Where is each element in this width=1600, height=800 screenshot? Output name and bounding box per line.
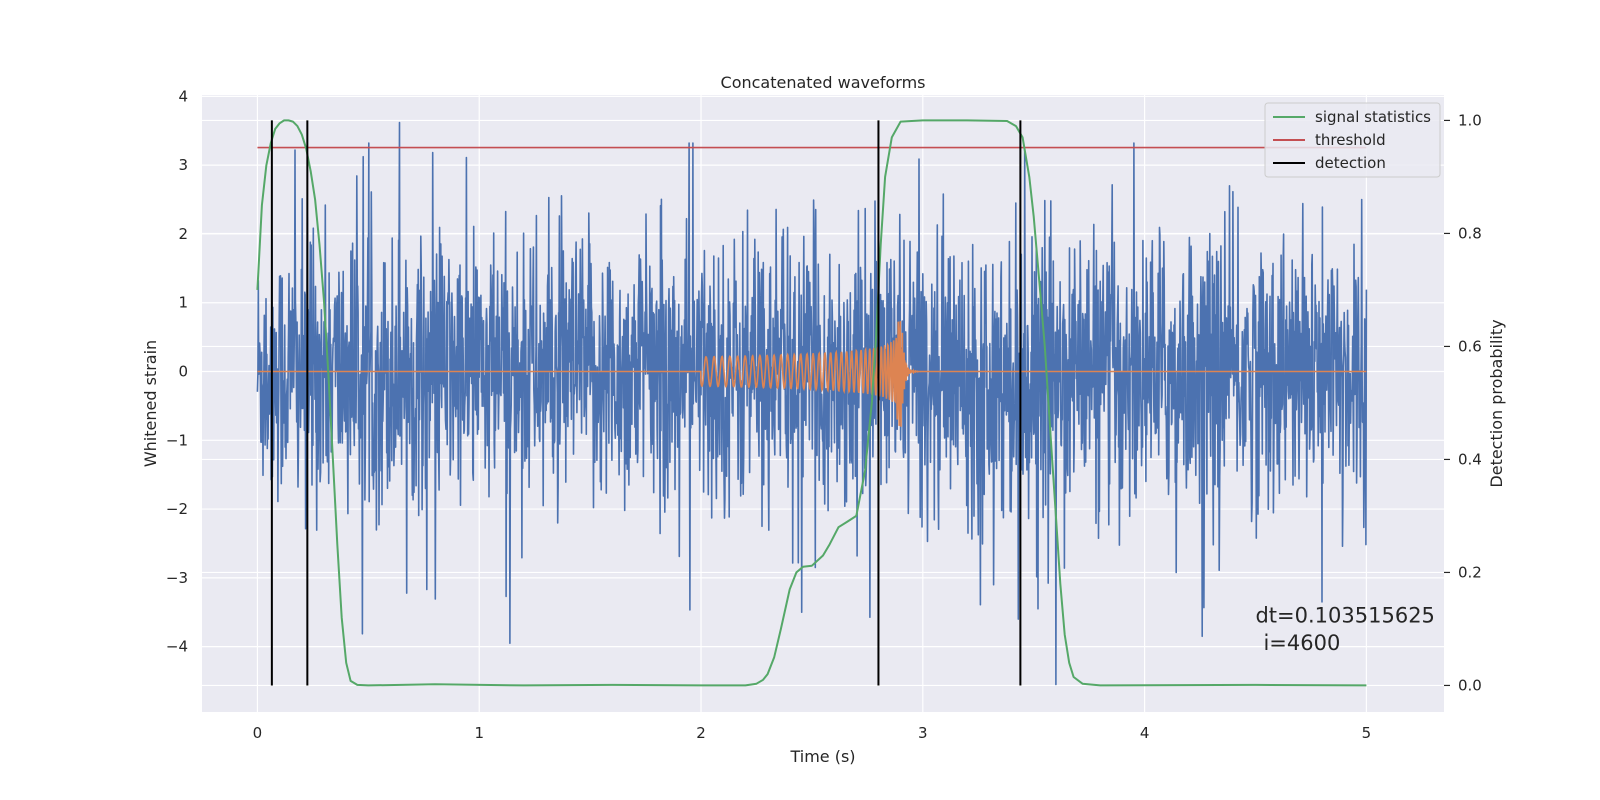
- legend-entry: threshold: [1315, 131, 1386, 149]
- y-right-tick-label: 0.6: [1458, 337, 1482, 355]
- x-tick-label: 5: [1362, 724, 1372, 742]
- y-left-axis-label: Whitened strain: [141, 340, 160, 467]
- y-right-tick-label: 0.2: [1458, 563, 1482, 581]
- y-left-tick-label: 1: [178, 294, 188, 312]
- y-right-tick-label: 0.8: [1458, 224, 1482, 242]
- y-left-tick-label: 2: [178, 225, 188, 243]
- y-left-tick-label: 3: [178, 156, 188, 174]
- y-right-tick-label: 0.0: [1458, 676, 1482, 694]
- y-left-tick-label: −1: [166, 431, 188, 449]
- annotation-dt: dt=0.103515625: [1255, 604, 1434, 628]
- x-axis-label: Time (s): [789, 747, 855, 766]
- x-tick-label: 4: [1140, 724, 1150, 742]
- x-tick-label: 3: [918, 724, 928, 742]
- y-right-tick-label: 1.0: [1458, 111, 1482, 129]
- y-right-axis-label: Detection probability: [1487, 319, 1506, 487]
- y-left-tick-label: −4: [166, 638, 188, 656]
- y-left-tick-label: −3: [166, 569, 188, 587]
- y-left-tick-label: −2: [166, 500, 188, 518]
- legend-entry: signal statistics: [1315, 108, 1431, 126]
- chart-title: Concatenated waveforms: [721, 73, 926, 92]
- x-tick-label: 0: [253, 724, 263, 742]
- legend-box: [1264, 102, 1441, 178]
- y-right-tick-label: 0.4: [1458, 450, 1482, 468]
- x-tick-label: 1: [474, 724, 484, 742]
- y-left-tick-label: 4: [178, 87, 188, 105]
- legend-entry: detection: [1315, 154, 1386, 172]
- chirp-waveform-line: [257, 321, 1367, 427]
- annotation-i: i=4600: [1263, 631, 1340, 655]
- y-left-tick-label: 0: [178, 363, 188, 381]
- x-tick-label: 2: [696, 724, 706, 742]
